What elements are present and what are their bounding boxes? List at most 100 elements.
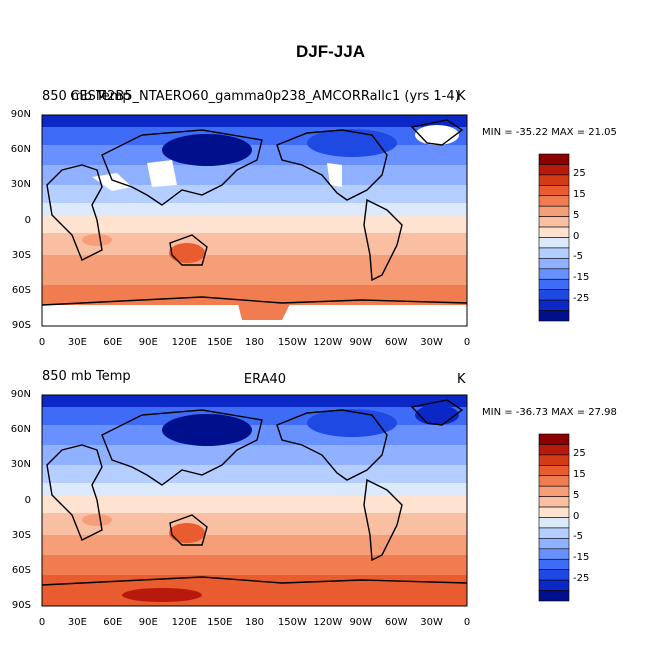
coastline: [276, 409, 388, 481]
lon-tick-label: 120W: [313, 337, 343, 348]
lon-tick-label: 120W: [313, 617, 343, 628]
colorbar-swatch: [538, 496, 570, 508]
map-frame: [41, 394, 468, 607]
colorbar-swatch: [538, 226, 570, 238]
colorbar-swatch: [538, 465, 570, 477]
australia-warm-patch: [169, 523, 205, 543]
colorbar-swatch: [538, 475, 570, 487]
lon-tick-label: 180: [244, 617, 265, 628]
colorbar-label: -25: [573, 293, 590, 305]
panel1-colorbar: [538, 153, 570, 322]
colorbar-swatch: [538, 485, 570, 497]
colorbar-swatch: [538, 433, 570, 445]
lon-tick-label: 60E: [103, 337, 123, 348]
lon-tick-label: 150E: [207, 337, 233, 348]
coastline: [101, 129, 263, 206]
temperature-band: [42, 165, 467, 185]
temperature-band: [42, 495, 467, 513]
colorbar-swatch: [538, 527, 570, 539]
lon-tick-label: 150E: [207, 617, 233, 628]
lat-tick-label: 30S: [11, 529, 31, 541]
lat-tick-label: 60S: [11, 564, 31, 576]
colorbar-swatch: [538, 444, 570, 456]
colorbar-label: 15: [573, 188, 586, 200]
colorbar-swatch: [538, 237, 570, 249]
colorbar-label: -5: [573, 531, 583, 543]
temperature-band: [42, 483, 467, 495]
coastline: [169, 514, 208, 546]
lon-tick-label: 30W: [420, 617, 443, 628]
colorbar-label: -25: [573, 573, 590, 585]
temperature-band: [42, 127, 467, 145]
temperature-band: [42, 115, 467, 127]
siberia-cold-patch: [162, 134, 252, 166]
lon-tick-label: 150W: [277, 337, 307, 348]
temperature-band: [42, 255, 467, 285]
panel2-case-label: ERA40: [243, 372, 287, 387]
canada-cold-patch: [307, 409, 397, 437]
lon-tick-label: 120E: [171, 617, 198, 628]
lon-tick-label: 150W: [277, 617, 307, 628]
temperature-band: [42, 445, 467, 465]
lon-tick-label: 180: [244, 337, 265, 348]
lon-tick-label: 30E: [67, 617, 87, 628]
temperature-band: [42, 395, 467, 407]
panel2-colorbar: [538, 433, 570, 602]
masked-region: [147, 160, 177, 187]
lat-tick-label: 90N: [10, 109, 31, 120]
lon-tick-label: 30E: [67, 337, 87, 348]
colorbar-swatch: [538, 579, 570, 591]
lat-tick-label: 90N: [10, 389, 31, 400]
lat-tick-label: 30N: [10, 459, 31, 471]
map-frame: [41, 114, 468, 327]
panel1-variable-label: 850 mb Temp: [42, 89, 131, 104]
coastline: [410, 119, 464, 146]
colorbar-swatch: [538, 205, 570, 217]
lat-tick-label: 0: [24, 214, 31, 226]
lon-tick-label: 90E: [138, 617, 158, 628]
australia-warm-patch: [169, 243, 205, 263]
africa-warm-patch: [82, 234, 112, 246]
coastline: [363, 198, 403, 282]
colorbar-label: -15: [573, 552, 590, 564]
colorbar-swatch: [538, 299, 570, 311]
panel2-units-label: K: [457, 372, 466, 387]
colorbar-label: 25: [573, 447, 586, 459]
colorbar-label: 0: [573, 510, 580, 522]
colorbar-swatch: [538, 185, 570, 197]
colorbar-swatch: [538, 278, 570, 290]
coastline: [410, 399, 464, 426]
lon-tick-label: 90W: [349, 617, 373, 628]
figure-title: DJF-JJA: [296, 42, 365, 61]
panel1-minmax: MIN = -35.22 MAX = 21.05: [482, 127, 617, 138]
colorbar-label: 0: [573, 230, 580, 242]
coastline: [276, 129, 388, 201]
colorbar-label: 5: [573, 489, 580, 501]
colorbar-swatch: [538, 590, 570, 602]
antarctic-hot-patch: [122, 588, 202, 602]
temperature-band: [42, 555, 467, 575]
colorbar-swatch: [538, 174, 570, 186]
coastline: [46, 164, 103, 261]
lat-tick-label: 60N: [10, 144, 31, 156]
temperature-band: [42, 535, 467, 555]
colorbar-swatch: [538, 569, 570, 581]
lon-tick-label: 90E: [138, 337, 158, 348]
colorbar-swatch: [538, 258, 570, 270]
lon-tick-label: 30W: [420, 337, 443, 348]
temperature-band: [42, 465, 467, 483]
panel1-case-label: CESM2B5_NTAERO60_gamma0p238_AMCORRallc1 …: [70, 89, 460, 104]
coastline: [101, 409, 263, 486]
africa-warm-patch: [82, 514, 112, 526]
temperature-band: [42, 203, 467, 215]
panel1-units-label: K: [457, 89, 466, 104]
colorbar-swatch: [538, 247, 570, 259]
lon-tick-label: 0: [463, 337, 471, 348]
greenland-patch: [415, 405, 459, 425]
coastline: [41, 576, 468, 586]
masked-region: [327, 163, 342, 187]
lon-tick-label: 90W: [349, 337, 373, 348]
lat-tick-label: 60N: [10, 424, 31, 436]
lat-tick-label: 60S: [11, 284, 31, 296]
colorbar-swatch: [538, 164, 570, 176]
